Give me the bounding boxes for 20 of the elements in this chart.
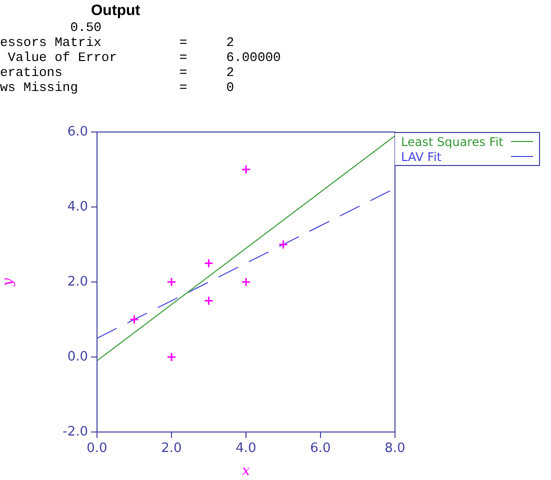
y-tick-label: -2.0 <box>62 424 88 440</box>
y-tick-label: 6.0 <box>67 124 88 140</box>
text: ws Missing = 0 <box>0 80 234 95</box>
x-tick-label: 8.0 <box>384 441 406 456</box>
x-tick-label: 4.0 <box>236 441 256 456</box>
y-tick-label: 2.0 <box>67 274 88 290</box>
text: Value of Error = 6.00000 <box>6 50 281 65</box>
y-tick-label: 4.0 <box>67 199 88 214</box>
text: erations = 2 <box>0 65 234 80</box>
x-tick-label: 6.0 <box>310 441 331 456</box>
y-tick-label: 0.0 <box>67 349 88 364</box>
y-axis-title: y <box>0 276 16 287</box>
x-tick-label: 0.0 <box>86 441 108 456</box>
x-tick-label: 2.0 <box>161 441 182 456</box>
x-axis-title: x <box>242 463 250 480</box>
text: essors Matrix = 2 <box>0 35 234 50</box>
text: LAV Fit <box>401 150 442 164</box>
legend-label: Least Squares Fit <box>401 134 504 148</box>
text: 0.50 <box>69 20 102 35</box>
text: Output <box>91 2 140 19</box>
